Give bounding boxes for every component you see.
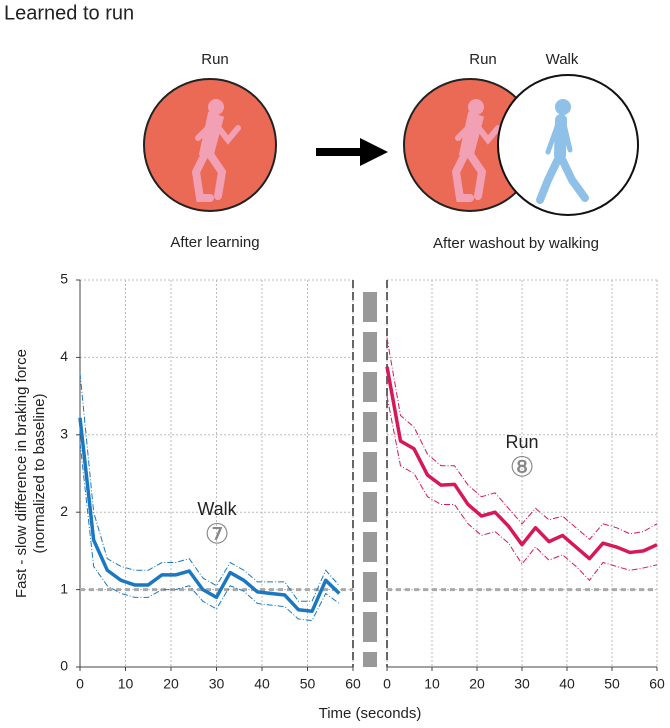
x-tick-label: 60 bbox=[649, 676, 665, 692]
x-tick-label: 50 bbox=[604, 676, 620, 692]
x-tick-label: 30 bbox=[209, 676, 225, 692]
x-tick-label: 40 bbox=[559, 676, 575, 692]
circle-caption: After washout by walking bbox=[433, 235, 599, 252]
runner-icon bbox=[191, 99, 241, 202]
y-axis-label: (normalized to baseline) bbox=[31, 393, 48, 553]
annotation: Walk bbox=[197, 499, 237, 519]
x-tick-label: 10 bbox=[424, 676, 440, 692]
y-tick-label: 5 bbox=[60, 271, 68, 287]
ci-upper bbox=[386, 337, 658, 540]
x-tick-label: 40 bbox=[254, 676, 270, 692]
x-tick-label: 50 bbox=[300, 676, 316, 692]
x-tick-label: 20 bbox=[469, 676, 485, 692]
y-tick-label: 1 bbox=[60, 580, 68, 596]
x-tick-label: 0 bbox=[383, 676, 391, 692]
ci-lower bbox=[79, 442, 340, 622]
mean-line bbox=[78, 417, 341, 614]
ci-upper bbox=[79, 372, 340, 602]
annotation-number: ⑦ bbox=[204, 518, 229, 549]
y-tick-label: 2 bbox=[60, 503, 68, 519]
circle-label: Run bbox=[469, 51, 497, 68]
circle-label: Run bbox=[201, 51, 229, 68]
y-tick-label: 4 bbox=[60, 348, 68, 364]
circle-caption: After learning bbox=[170, 234, 259, 251]
ci-lower bbox=[386, 396, 658, 582]
arrow bbox=[316, 138, 388, 166]
x-tick-label: 20 bbox=[163, 676, 179, 692]
walker-icon bbox=[536, 99, 589, 204]
annotation: Run bbox=[505, 432, 538, 452]
circle-label: Walk bbox=[546, 51, 579, 68]
mean-line bbox=[385, 366, 658, 561]
figure-title: Learned to run bbox=[4, 2, 134, 24]
y-tick-label: 3 bbox=[60, 426, 68, 442]
chart: 0 1 2 3 4 5 Fast - slow difference in braking … bbox=[13, 271, 665, 722]
x-tick-label: 10 bbox=[118, 676, 134, 692]
y-tick-label: 0 bbox=[60, 658, 68, 674]
y-axis-label: Fast - slow difference in braking force bbox=[13, 349, 30, 598]
x-tick-label: 60 bbox=[345, 676, 361, 692]
x-tick-label: 30 bbox=[514, 676, 530, 692]
annotation-number: ⑧ bbox=[509, 451, 534, 482]
x-tick-label: 0 bbox=[76, 676, 84, 692]
runner-icon bbox=[451, 99, 501, 202]
x-axis-label: Time (seconds) bbox=[319, 705, 422, 722]
